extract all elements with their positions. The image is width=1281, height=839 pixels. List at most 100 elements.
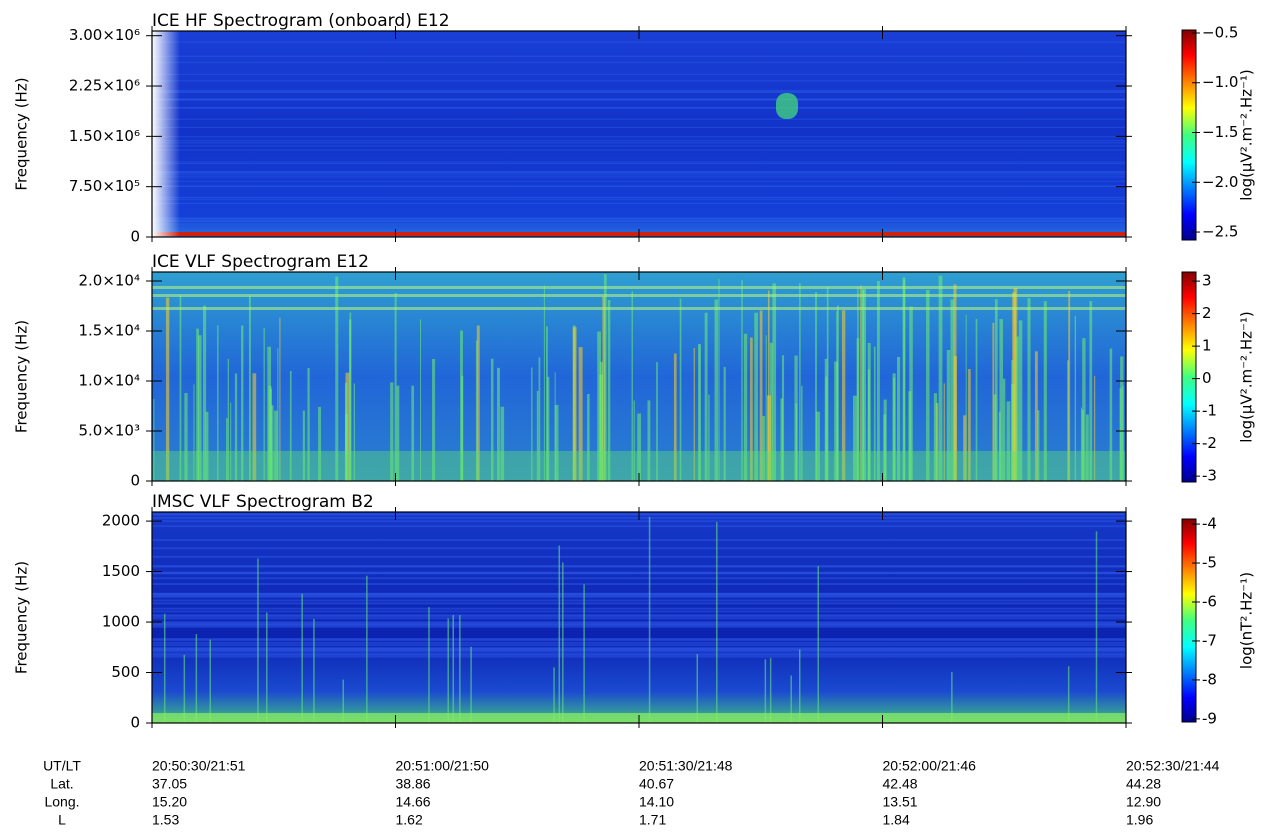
- texture: [152, 583, 1126, 586]
- texture: [834, 361, 839, 481]
- colorbar-label: log(μV².m⁻².Hz⁻¹): [1238, 69, 1256, 201]
- texture: [599, 361, 604, 481]
- texture: [759, 310, 763, 481]
- colorbar-label: log(nT².Hz⁻¹): [1238, 572, 1256, 669]
- texture: [754, 312, 758, 481]
- texture: [769, 657, 772, 723]
- texture: [1027, 298, 1031, 481]
- texture: [432, 359, 436, 481]
- colorbar: [1181, 29, 1197, 241]
- ephemeris-value: 13.51: [883, 794, 918, 810]
- texture: [1012, 292, 1017, 481]
- texture: [1067, 666, 1070, 723]
- texture: [152, 653, 1126, 656]
- texture: [860, 285, 862, 481]
- texture: [152, 648, 1126, 651]
- texture: [263, 328, 265, 481]
- texture: [452, 614, 455, 723]
- y-tick-label: 1.50×10⁶: [69, 127, 140, 145]
- texture: [279, 317, 281, 481]
- texture: [307, 367, 310, 481]
- texture: [230, 402, 232, 481]
- texture: [602, 296, 606, 481]
- texture: [1089, 301, 1093, 481]
- texture: [1119, 388, 1122, 481]
- ephemeris-row-label: L: [58, 812, 66, 828]
- y-axis-label: Frequency (Hz): [13, 320, 31, 433]
- y-tick-label: 0: [130, 472, 140, 490]
- texture: [765, 335, 767, 481]
- texture: [825, 376, 828, 481]
- ephemeris-value: 20:51:30/21:48: [639, 758, 733, 774]
- colorbar-tick-label: -4: [1202, 515, 1217, 533]
- texture: [152, 595, 1126, 598]
- texture: [704, 312, 708, 481]
- texture: [266, 612, 268, 723]
- texture: [938, 275, 943, 481]
- texture: [257, 558, 259, 723]
- texture: [447, 618, 449, 723]
- texture: [411, 385, 415, 481]
- texture: [342, 679, 344, 723]
- texture: [302, 410, 305, 481]
- ephemeris-value: 20:50:30/21:51: [152, 758, 246, 774]
- ephemeris-row-label: Lat.: [50, 776, 73, 792]
- texture: [790, 675, 792, 723]
- texture: [152, 655, 1126, 658]
- texture: [876, 281, 880, 481]
- texture: [538, 357, 541, 481]
- texture: [268, 385, 272, 481]
- colorbar-tick-label: −1.5: [1202, 123, 1238, 141]
- texture: [152, 607, 1126, 610]
- texture: [152, 31, 180, 237]
- texture: [1094, 375, 1096, 481]
- texture: [583, 584, 585, 723]
- texture: [908, 391, 912, 481]
- texture: [1081, 410, 1084, 481]
- y-tick-label: 1.5×10⁴: [78, 322, 140, 340]
- colorbar: [1181, 271, 1197, 483]
- texture: [271, 405, 274, 481]
- texture: [558, 545, 561, 723]
- colorbar-tick-label: -8: [1202, 670, 1217, 688]
- texture: [816, 411, 820, 481]
- texture: [241, 325, 244, 481]
- texture: [723, 367, 726, 481]
- texture: [764, 659, 767, 723]
- texture: [152, 599, 1126, 602]
- texture: [1011, 360, 1014, 481]
- texture: [902, 277, 906, 481]
- ephemeris-value: 1.71: [639, 812, 666, 828]
- texture: [587, 393, 590, 481]
- texture: [776, 93, 798, 119]
- ephemeris-value: 1.62: [396, 812, 423, 828]
- ephemeris-value: 38.86: [396, 776, 431, 792]
- texture: [631, 291, 633, 481]
- texture: [152, 307, 1126, 310]
- texture: [313, 618, 315, 723]
- texture: [554, 404, 559, 481]
- texture: [673, 353, 677, 481]
- texture: [152, 555, 1126, 558]
- texture: [968, 369, 971, 481]
- texture: [152, 286, 1126, 289]
- texture: [153, 399, 155, 481]
- ephemeris-row-label: UT/LT: [43, 758, 81, 774]
- texture: [862, 288, 866, 481]
- texture: [531, 367, 533, 481]
- texture: [152, 637, 1126, 640]
- texture: [428, 607, 430, 723]
- y-tick-label: 5.0×10³: [78, 422, 140, 440]
- y-tick-label: 3.00×10⁶: [69, 26, 140, 44]
- texture: [867, 342, 871, 481]
- texture: [500, 406, 505, 481]
- ephemeris-value: 15.20: [152, 794, 187, 810]
- texture: [152, 623, 1126, 626]
- texture: [335, 276, 339, 481]
- texture: [603, 274, 607, 481]
- texture: [289, 371, 292, 481]
- texture: [767, 290, 770, 481]
- texture: [217, 325, 219, 481]
- texture: [152, 621, 1126, 624]
